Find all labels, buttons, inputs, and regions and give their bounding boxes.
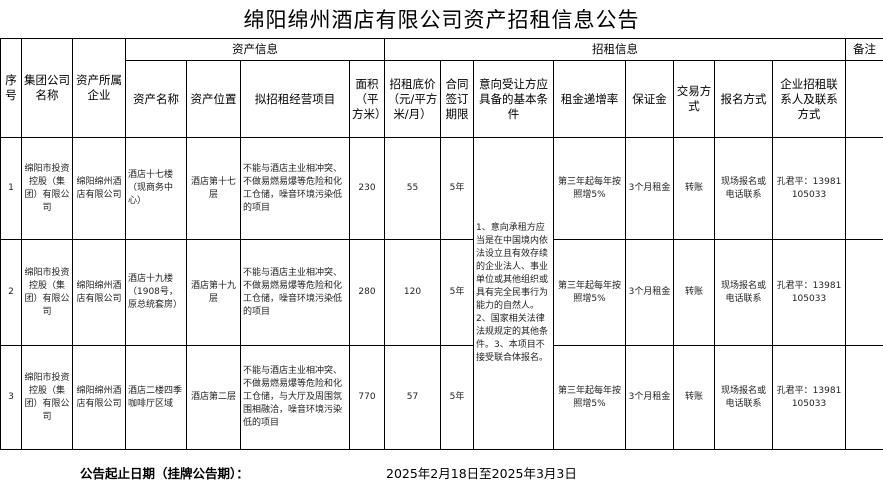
cell-seq: 2 bbox=[0, 239, 22, 346]
cell-deposit: 3个月租金 bbox=[625, 137, 674, 240]
table-row: 3 绵阳市投资控股（集团）有限公司 绵阳绵州酒店有限公司 酒店二楼四季咖啡厅区域… bbox=[0, 345, 883, 450]
cell-increase: 第三年起每年按照增5% bbox=[553, 345, 626, 450]
cell-owner: 绵阳绵州酒店有限公司 bbox=[72, 345, 126, 450]
cell-owner: 绵阳绵州酒店有限公司 bbox=[72, 137, 126, 240]
header-remark-blank bbox=[845, 60, 883, 138]
header-area: 面积（平方米） bbox=[349, 60, 387, 138]
cell-signup: 现场报名或电话联系 bbox=[714, 137, 773, 240]
header-increase: 租金递增率 bbox=[553, 60, 626, 138]
cell-remark bbox=[845, 239, 883, 346]
cell-signup: 现场报名或电话联系 bbox=[714, 239, 773, 346]
cell-remark bbox=[845, 137, 883, 240]
cell-asset-location: 酒店第十七层 bbox=[186, 137, 241, 240]
header-conditions: 意向受让方应具备的基本条件 bbox=[473, 60, 554, 138]
cell-contact: 孔君平：13981105033 bbox=[772, 239, 846, 346]
cell-contact: 孔君平：13981105033 bbox=[772, 345, 846, 450]
cell-business: 不能与酒店主业相冲突、不做易燃易爆等危险和化工仓储，噪音环境污染低的项目 bbox=[240, 239, 350, 346]
cell-term: 5年 bbox=[440, 345, 474, 450]
cell-increase: 第三年起每年按照增5% bbox=[553, 137, 626, 240]
cell-asset-location: 酒店第十九层 bbox=[186, 239, 241, 346]
cell-term: 5年 bbox=[440, 239, 474, 346]
cell-term: 5年 bbox=[440, 137, 474, 240]
cell-base-price: 55 bbox=[384, 137, 441, 240]
header-contact: 企业招租联系人及联系方式 bbox=[772, 60, 846, 138]
header-row-2: 资产名称 资产位置 拟招租经营项目 面积（平方米） 招租底价（元/平方米/月） … bbox=[1, 60, 883, 138]
cell-base-price: 57 bbox=[384, 345, 441, 450]
cell-signup: 现场报名或电话联系 bbox=[714, 345, 773, 450]
cell-group: 绵阳市投资控股（集团）有限公司 bbox=[21, 239, 73, 346]
cell-asset-name: 酒店十七楼（现商务中心） bbox=[125, 137, 187, 240]
header-remark: 备注 bbox=[845, 38, 883, 61]
cell-contact: 孔君平：13981105033 bbox=[772, 137, 846, 240]
cell-business: 不能与酒店主业相冲突、不做易燃易爆等危险和化工仓储，噪音环境污染低的项目 bbox=[240, 137, 350, 240]
cell-payment: 转账 bbox=[673, 137, 715, 240]
table-row: 1 绵阳市投资控股（集团）有限公司 绵阳绵州酒店有限公司 酒店十七楼（现商务中心… bbox=[0, 137, 883, 450]
header-row-1: 序号 集团公司名称 资产所属企业 资产信息 招租信息 备注 bbox=[0, 38, 883, 138]
cell-base-price: 120 bbox=[384, 239, 441, 346]
header-business: 拟招租经营项目 bbox=[240, 60, 350, 138]
header-rent-info: 招租信息 bbox=[384, 38, 846, 61]
cell-business: 不能与酒店主业相冲突、不做易燃易爆等危险和化工仓储，与大厅及周围氛围相融洽，噪音… bbox=[240, 345, 350, 450]
header-term: 合同签订期限 bbox=[440, 60, 474, 138]
header-asset-name: 资产名称 bbox=[125, 60, 187, 138]
cell-seq: 1 bbox=[0, 137, 22, 240]
cell-group: 绵阳市投资控股（集团）有限公司 bbox=[21, 137, 73, 240]
header-payment: 交易方式 bbox=[673, 60, 715, 138]
header-group: 集团公司名称 bbox=[21, 38, 73, 138]
cell-payment: 转账 bbox=[673, 345, 715, 450]
header-owner: 资产所属企业 bbox=[72, 38, 126, 138]
cell-group: 绵阳市投资控股（集团）有限公司 bbox=[21, 345, 73, 450]
header-asset-info: 资产信息 bbox=[125, 38, 385, 61]
cell-area: 770 bbox=[349, 345, 385, 450]
period-label: 公告起止日期（挂牌公告期）： bbox=[80, 466, 249, 481]
header-signup: 报名方式 bbox=[714, 60, 773, 138]
table-row: 2 绵阳市投资控股（集团）有限公司 绵阳绵州酒店有限公司 酒店十九楼（1908号… bbox=[0, 239, 883, 346]
page-title: 绵阳绵州酒店有限公司资产招租信息公告 bbox=[243, 8, 640, 32]
rental-table: 序号 集团公司名称 资产所属企业 资产信息 招租信息 备注 资产名称 资产位置 … bbox=[0, 38, 883, 450]
header-seq: 序号 bbox=[0, 38, 22, 138]
cell-area: 280 bbox=[349, 239, 385, 346]
cell-increase: 第三年起每年按照增5% bbox=[553, 239, 626, 346]
cell-seq: 3 bbox=[0, 345, 22, 450]
announcement-period: 公告起止日期（挂牌公告期）： 2025年2月18日至2025年3月3日 bbox=[0, 450, 883, 493]
cell-owner: 绵阳绵州酒店有限公司 bbox=[72, 239, 126, 346]
cell-remark bbox=[845, 345, 883, 450]
cell-deposit: 3个月租金 bbox=[625, 345, 674, 450]
header-deposit: 保证金 bbox=[625, 60, 674, 138]
cell-area: 230 bbox=[349, 137, 385, 240]
cell-asset-name: 酒店十九楼（1908号，原总统套房） bbox=[125, 239, 187, 346]
period-value: 2025年2月18日至2025年3月3日 bbox=[386, 466, 577, 481]
cell-conditions: 1、意向承租方应当是在中国境内依法设立且有效存续的企业法人、事业单位或其他组织或… bbox=[473, 137, 554, 450]
cell-deposit: 3个月租金 bbox=[625, 239, 674, 346]
cell-asset-location: 酒店第二层 bbox=[186, 345, 241, 450]
header-base-price: 招租底价（元/平方米/月） bbox=[384, 60, 441, 138]
header-asset-location: 资产位置 bbox=[186, 60, 241, 138]
cell-asset-name: 酒店二楼四季咖啡厅区域 bbox=[125, 345, 187, 450]
cell-payment: 转账 bbox=[673, 239, 715, 346]
